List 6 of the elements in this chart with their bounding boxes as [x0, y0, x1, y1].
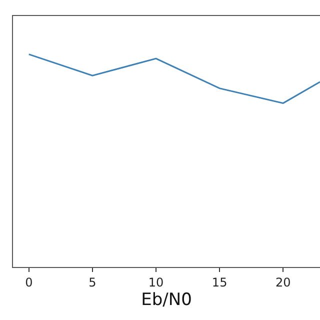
- x-tick-label: 5: [88, 275, 96, 290]
- x-tick-label: 15: [212, 275, 228, 290]
- x-tick-label: 20: [275, 275, 291, 290]
- x-tick-label: 0: [25, 275, 33, 290]
- x-axis-title: Eb/N0: [141, 290, 192, 310]
- x-tick-label: 10: [148, 275, 164, 290]
